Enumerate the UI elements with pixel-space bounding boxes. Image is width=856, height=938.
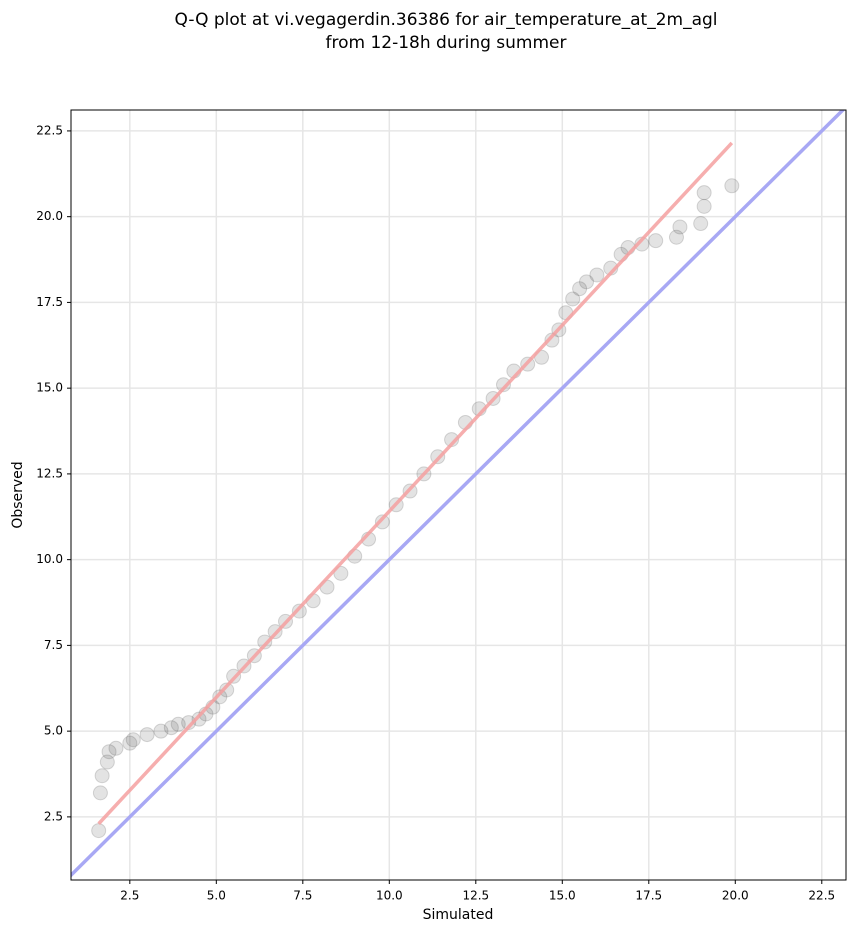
chart-title: Q-Q plot at vi.vegagerdin.36386 for air_… (174, 10, 717, 30)
point (101, 744, 117, 760)
x-tick-label: 17.5 (635, 889, 662, 903)
chart-title: from 12-18h during summer (326, 33, 567, 53)
point (374, 514, 390, 530)
y-tick-label: 12.5 (36, 466, 63, 480)
point (191, 711, 207, 727)
y-tick-label: 5.0 (44, 724, 63, 738)
y-tick-label: 17.5 (36, 295, 63, 309)
point (572, 281, 588, 297)
point (257, 634, 273, 650)
point (696, 185, 712, 201)
point (672, 219, 688, 235)
point (589, 267, 605, 283)
plot-frame (70, 109, 847, 881)
y-tick-label: 22.5 (36, 123, 63, 137)
point (122, 735, 138, 751)
point (94, 768, 110, 784)
x-tick-label: 10.0 (376, 889, 403, 903)
fit-line (97, 141, 734, 825)
x-tick-label: 12.5 (462, 889, 489, 903)
point (495, 377, 511, 393)
point (724, 178, 740, 194)
point (163, 720, 179, 736)
point (99, 754, 115, 770)
point (125, 732, 141, 748)
point (291, 603, 307, 619)
point (219, 682, 235, 698)
x-tick-label: 22.5 (808, 889, 835, 903)
point (696, 198, 712, 214)
y-tick-label: 7.5 (44, 638, 63, 652)
point (92, 785, 108, 801)
point (648, 233, 664, 249)
y-axis-label: Observed (10, 461, 26, 528)
point (668, 229, 684, 245)
y-tick-label: 10.0 (36, 552, 63, 566)
y-tick-label: 20.0 (36, 209, 63, 223)
point (579, 274, 595, 290)
point (91, 823, 107, 839)
point (212, 689, 228, 705)
reference-line (71, 110, 846, 878)
point (693, 216, 709, 232)
y-tick-label: 2.5 (44, 809, 63, 823)
point (108, 740, 124, 756)
point (153, 723, 169, 739)
x-tick-label: 15.0 (549, 889, 576, 903)
x-tick-label: 7.5 (293, 889, 312, 903)
point (170, 716, 186, 732)
point (139, 727, 155, 743)
point (565, 291, 581, 307)
x-axis-label: Simulated (423, 907, 494, 923)
x-tick-label: 5.0 (207, 889, 226, 903)
x-tick-label: 20.0 (722, 889, 749, 903)
x-tick-label: 2.5 (120, 889, 139, 903)
y-tick-label: 15.0 (36, 381, 63, 395)
point (544, 332, 560, 348)
